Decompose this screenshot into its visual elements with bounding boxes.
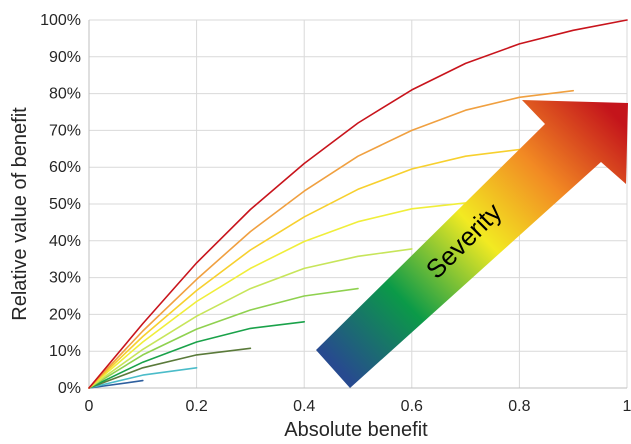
y-tick-label: 80% — [49, 86, 81, 103]
x-tick-label: 0.2 — [185, 398, 207, 415]
series-line-4 — [88, 320, 306, 389]
x-tick-label: 0.6 — [401, 398, 423, 415]
series-line-6 — [88, 248, 413, 389]
series-line-7 — [88, 202, 467, 389]
series-lines — [88, 19, 628, 389]
series-line-10 — [88, 19, 628, 389]
severity-arrow-shape — [316, 100, 628, 388]
axes: 0% 10% 20% 30% 40% 50% 60% 70% 80% 90% 100% 0 0.2 0.4… — [40, 12, 631, 415]
y-tick-label: 0% — [58, 380, 81, 397]
series-line-3 — [88, 347, 252, 389]
series-line-9 — [88, 89, 575, 389]
axis-labels: Absolute benefit Relative value of benef… — [9, 107, 428, 441]
series-line-5 — [88, 287, 359, 389]
x-tick-label: 0.4 — [293, 398, 315, 415]
y-tick-label: 30% — [49, 270, 81, 287]
y-tick-label: 70% — [49, 122, 81, 139]
x-axis-title: Absolute benefit — [284, 419, 428, 441]
x-tick-label: 0 — [85, 398, 94, 415]
y-tick-label: 20% — [49, 306, 81, 323]
severity-arrow: Severity — [316, 100, 628, 388]
series-line-1 — [88, 379, 144, 389]
y-tick-label: 100% — [40, 12, 81, 29]
series-line-8 — [88, 148, 521, 389]
y-tick-label: 40% — [49, 233, 81, 250]
y-tick-label: 60% — [49, 159, 81, 176]
y-axis-title: Relative value of benefit — [9, 107, 31, 321]
y-tick-label: 50% — [49, 196, 81, 213]
series-line-2 — [88, 366, 198, 389]
y-tick-label: 10% — [49, 343, 81, 360]
x-tick-label: 0.8 — [508, 398, 530, 415]
y-tick-label: 90% — [49, 49, 81, 66]
x-tick-label: 1 — [623, 398, 631, 415]
